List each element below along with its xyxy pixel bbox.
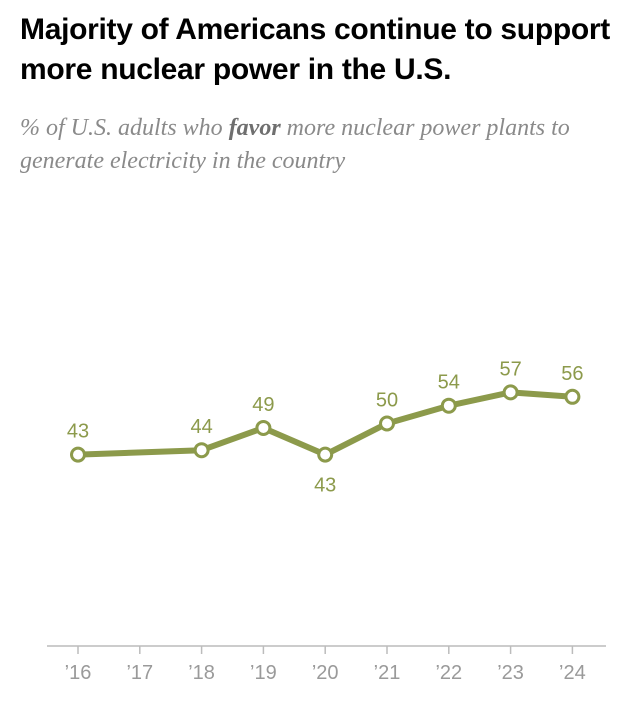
data-label: 57	[499, 358, 521, 380]
x-tick-label: ’23	[497, 662, 524, 684]
chart-title: Majority of Americans continue to suppor…	[20, 13, 610, 86]
data-point	[255, 419, 272, 436]
x-tick-label: ’18	[188, 662, 215, 684]
x-tick-label: ’24	[559, 662, 586, 684]
subtitle-text-after: more nuclear power plants to generate el…	[20, 115, 570, 174]
x-tick-label: ’19	[250, 662, 277, 684]
data-point	[193, 442, 210, 459]
data-label: 50	[376, 390, 398, 412]
data-label: 49	[252, 394, 274, 416]
data-point	[564, 388, 581, 405]
x-axis-ticks	[77, 646, 574, 654]
series-line	[75, 389, 576, 458]
x-tick-label: ’22	[435, 662, 462, 684]
x-tick-label: ’17	[126, 662, 153, 684]
x-tick-label: ’21	[374, 662, 401, 684]
x-axis-tick-labels: ’16 ’17 ’18 ’19 ’20 ’21 ’22 ’23 ’24	[65, 662, 586, 684]
data-point	[379, 415, 395, 432]
data-label: 56	[561, 363, 583, 385]
x-tick-label: ’20	[312, 662, 339, 684]
data-point	[70, 446, 86, 463]
data-labels: 43 44 49 43 50 54 57 56	[67, 358, 584, 496]
data-label: 43	[67, 421, 89, 443]
data-point	[440, 397, 457, 414]
data-point-markers	[70, 384, 581, 463]
subtitle-emphasis: favor	[228, 115, 281, 141]
chart-subtitle: % of U.S. adults who favor more nuclear …	[20, 112, 640, 178]
data-point	[502, 384, 519, 401]
data-label: 44	[190, 416, 212, 438]
data-label: 54	[438, 372, 460, 394]
data-point	[317, 446, 334, 463]
x-tick-label: ’16	[65, 662, 92, 684]
subtitle-text-before: % of U.S. adults who	[20, 115, 229, 141]
data-label: 43	[314, 475, 336, 497]
